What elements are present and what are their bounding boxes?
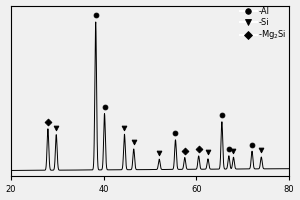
- Legend: -Al, -Si, -Mg$_2$Si: -Al, -Si, -Mg$_2$Si: [239, 6, 288, 42]
